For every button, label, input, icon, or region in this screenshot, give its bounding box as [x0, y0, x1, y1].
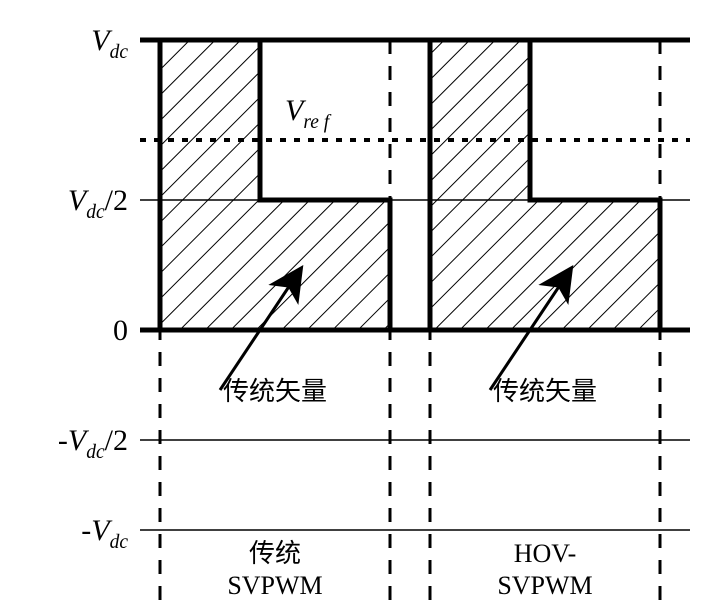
waveform-shape — [160, 40, 390, 330]
bottom-label-line1: HOV- — [514, 539, 577, 568]
arrow-label-left: 传统矢量 — [223, 376, 327, 406]
y-axis-label: -Vdc — [81, 514, 128, 553]
y-axis-label: 0 — [113, 314, 128, 347]
vref-label: Vre f — [285, 94, 332, 133]
bottom-label-line1: 传统 — [249, 539, 301, 568]
y-axis-label: Vdc — [91, 24, 128, 63]
y-axis-label: -Vdc/2 — [58, 424, 128, 463]
y-axis-label: Vdc/2 — [68, 184, 128, 223]
bottom-labels: 传统 SVPWM HOV- SVPWM — [227, 539, 592, 600]
arrow-label-right: 传统矢量 — [493, 376, 597, 406]
waveform-shape — [430, 40, 660, 330]
diagram-svg: Vdc Vdc/2 0 -Vdc/2 -Vdc Vre f 传统矢量 传统矢量 传统 SV… — [0, 0, 709, 608]
diagram-container: Vdc Vdc/2 0 -Vdc/2 -Vdc Vre f 传统矢量 传统矢量 传统 SV… — [0, 0, 709, 608]
bottom-label-line2: SVPWM — [497, 571, 592, 600]
waveforms — [140, 40, 690, 330]
bottom-label-line2: SVPWM — [227, 571, 322, 600]
y-axis-labels: Vdc Vdc/2 0 -Vdc/2 -Vdc — [58, 24, 128, 553]
